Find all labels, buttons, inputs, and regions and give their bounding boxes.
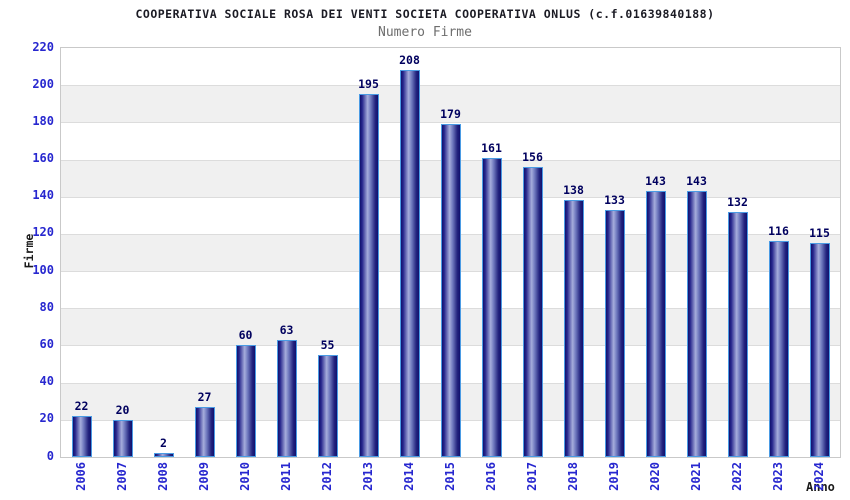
bar xyxy=(768,241,789,457)
bar-value-label: 20 xyxy=(115,402,130,417)
x-axis-title: Anno xyxy=(806,480,835,494)
bar-value-label: 133 xyxy=(604,192,625,207)
y-tick-label: 20 xyxy=(39,411,54,426)
bar xyxy=(645,191,666,457)
bar xyxy=(112,419,133,457)
x-tick-label: 2007 xyxy=(114,462,129,491)
x-tick-label: 2009 xyxy=(196,462,211,491)
y-tick-label: 220 xyxy=(32,39,54,54)
y-tick-label: 120 xyxy=(32,225,54,240)
x-tick-label: 2017 xyxy=(524,462,539,491)
bar-value-label: 138 xyxy=(563,183,584,198)
x-tick-label: 2019 xyxy=(606,462,621,491)
chart-subtitle: Numero Firme xyxy=(378,25,472,40)
bar xyxy=(563,200,584,457)
bar-value-label: 143 xyxy=(645,174,666,189)
y-tick-label: 200 xyxy=(32,76,54,91)
x-tick-label: 2024 xyxy=(811,462,826,491)
bar xyxy=(522,166,543,457)
x-tick-label: 2021 xyxy=(688,462,703,491)
bar xyxy=(809,243,830,457)
y-tick-label: 0 xyxy=(46,448,54,463)
bar-value-label: 143 xyxy=(686,174,707,189)
bar xyxy=(399,70,420,457)
y-tick-label: 60 xyxy=(39,336,54,351)
bar xyxy=(604,209,625,457)
chart-title: COOPERATIVA SOCIALE ROSA DEI VENTI SOCIE… xyxy=(135,7,715,21)
x-tick-label: 2023 xyxy=(770,462,785,491)
bar-value-label: 156 xyxy=(522,149,543,164)
bar-value-label: 208 xyxy=(399,53,420,68)
bar-value-label: 179 xyxy=(440,107,461,122)
y-tick-label: 140 xyxy=(32,188,54,203)
bar xyxy=(686,191,707,457)
x-tick-label: 2018 xyxy=(565,462,580,491)
bar xyxy=(481,157,502,457)
bar xyxy=(235,345,256,457)
bar-value-label: 115 xyxy=(809,226,830,241)
bar xyxy=(71,416,92,457)
bar xyxy=(276,339,297,457)
bar-value-label: 22 xyxy=(74,399,89,414)
gridline xyxy=(61,122,840,124)
y-tick-label: 40 xyxy=(39,374,54,389)
y-tick-label: 100 xyxy=(32,262,54,277)
x-tick-label: 2011 xyxy=(278,462,293,491)
bar-value-label: 55 xyxy=(320,337,335,352)
x-tick-label: 2014 xyxy=(401,462,416,491)
bar-value-label: 132 xyxy=(727,194,748,209)
bar xyxy=(727,211,748,457)
x-tick-label: 2016 xyxy=(483,462,498,491)
bar xyxy=(440,124,461,457)
grid-band xyxy=(61,85,840,123)
bar-value-label: 161 xyxy=(481,140,502,155)
bar xyxy=(317,354,338,457)
x-tick-label: 2015 xyxy=(442,462,457,491)
bar-value-label: 63 xyxy=(279,322,294,337)
y-tick-label: 160 xyxy=(32,151,54,166)
bar xyxy=(153,453,174,457)
x-tick-label: 2020 xyxy=(647,462,662,491)
x-tick-label: 2006 xyxy=(73,462,88,491)
x-tick-label: 2013 xyxy=(360,462,375,491)
bar-value-label: 116 xyxy=(768,224,789,239)
x-tick-label: 2012 xyxy=(319,462,334,491)
bar xyxy=(194,406,215,457)
x-tick-label: 2010 xyxy=(237,462,252,491)
bar xyxy=(358,94,379,457)
bar-value-label: 27 xyxy=(197,389,212,404)
bar-value-label: 60 xyxy=(238,328,253,343)
plot-area: 22 20 2 27 60 63 55 195 208 179 161 156 138 133 143 143… xyxy=(60,47,841,458)
y-tick-label: 80 xyxy=(39,299,54,314)
y-tick-label: 180 xyxy=(32,113,54,128)
bar-value-label: 2 xyxy=(160,436,167,451)
x-tick-label: 2008 xyxy=(155,462,170,491)
gridline xyxy=(61,85,840,87)
bar-value-label: 195 xyxy=(358,77,379,92)
x-tick-label: 2022 xyxy=(729,462,744,491)
